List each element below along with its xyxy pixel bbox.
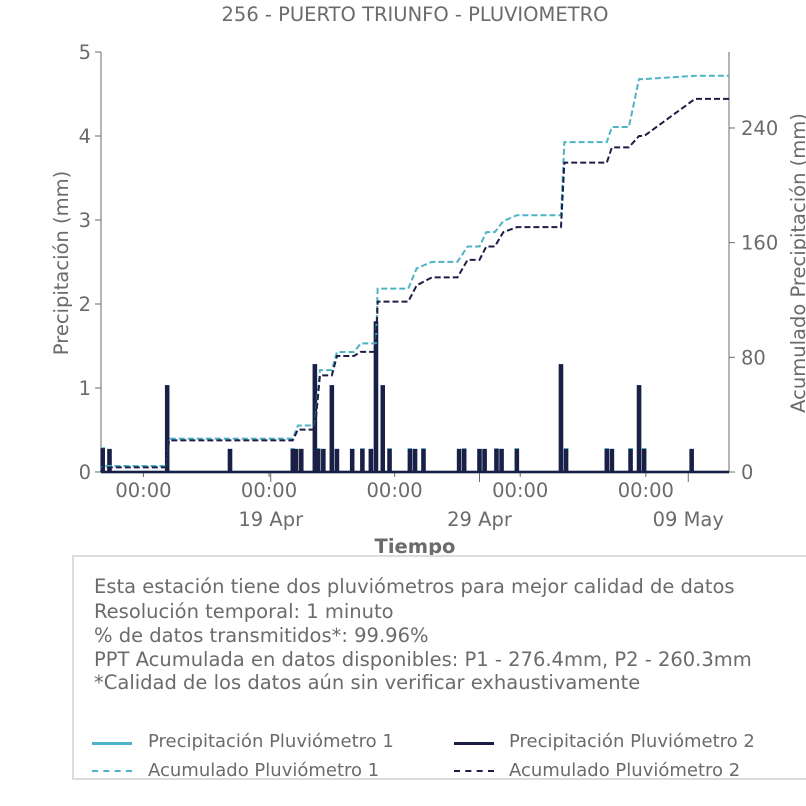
- series-precip-p2: [100, 321, 729, 474]
- info-box: Esta estación tiene dos pluviómetros par…: [72, 555, 806, 781]
- x-minor-tick-label: 00:00: [367, 479, 423, 502]
- info-line-quality-note: *Calidad de los datos aún sin verificar …: [94, 671, 641, 694]
- legend-swatch-p1-acum: [92, 770, 132, 772]
- y-left-tick-label: 2: [79, 293, 91, 316]
- info-line-resolution: Resolución temporal: 1 minuto: [94, 600, 394, 623]
- legend-swatch-p2-precip: [454, 742, 494, 745]
- y-left-tick-label: 5: [79, 41, 91, 64]
- legend-swatch-p1-precip: [92, 742, 132, 745]
- chart-title: 256 - PUERTO TRIUNFO - PLUVIOMETRO: [222, 3, 609, 26]
- info-line-accumulated: PPT Acumulada en datos disponibles: P1 -…: [94, 648, 752, 671]
- x-major-tick-label: 09 May: [653, 508, 724, 531]
- x-minor-tick-label: 00:00: [618, 479, 674, 502]
- info-line-transmitted: % de datos transmitidos*: 99.96%: [94, 624, 429, 647]
- legend-label-p2-acum: Acumulado Pluviómetro 2: [509, 760, 741, 781]
- y-right-tick-label: 240: [741, 117, 778, 140]
- info-line-stations: Esta estación tiene dos pluviómetros par…: [94, 575, 735, 598]
- legend-label-p1-precip: Precipitación Pluviómetro 1: [148, 731, 394, 752]
- x-major-tick-label: 29 Apr: [447, 508, 513, 531]
- y-axis-left-label: Precipitación (mm): [50, 171, 73, 355]
- series-acum-p2: [100, 97, 729, 473]
- legend-label-p2-precip: Precipitación Pluviómetro 2: [509, 731, 755, 752]
- legend-label-p1-acum: Acumulado Pluviómetro 1: [148, 760, 380, 781]
- y-right-tick-label: 0: [741, 461, 753, 484]
- y-left-tick-label: 4: [79, 125, 91, 148]
- x-major-tick-label: 19 Apr: [238, 508, 304, 531]
- y-left-tick-label: 1: [79, 377, 91, 400]
- rainfall-chart: 256 - PUERTO TRIUNFO - PLUVIOMETRO 0 1 2 3 4…: [50, 3, 806, 558]
- x-minor-tick-label: 00:00: [241, 479, 297, 502]
- x-axis-label: Tiempo: [375, 535, 456, 558]
- y-right-tick-label: 160: [741, 232, 778, 255]
- y-left-tick-label: 3: [79, 209, 91, 232]
- plot-area: 0 1 2 3 4 5 0 80 160 240 00:00 00:00 00:00 00:00 00:00…: [79, 41, 779, 531]
- x-minor-tick-label: 00:00: [115, 479, 171, 502]
- legend-swatch-p2-acum: [454, 770, 494, 772]
- series-acum-p1: [100, 74, 729, 473]
- y-left-tick-label: 0: [79, 461, 91, 484]
- y-right-tick-label: 80: [741, 346, 766, 369]
- y-axis-right-label: Acumulado Precipitación (mm): [787, 113, 806, 413]
- x-minor-tick-label: 00:00: [492, 479, 548, 502]
